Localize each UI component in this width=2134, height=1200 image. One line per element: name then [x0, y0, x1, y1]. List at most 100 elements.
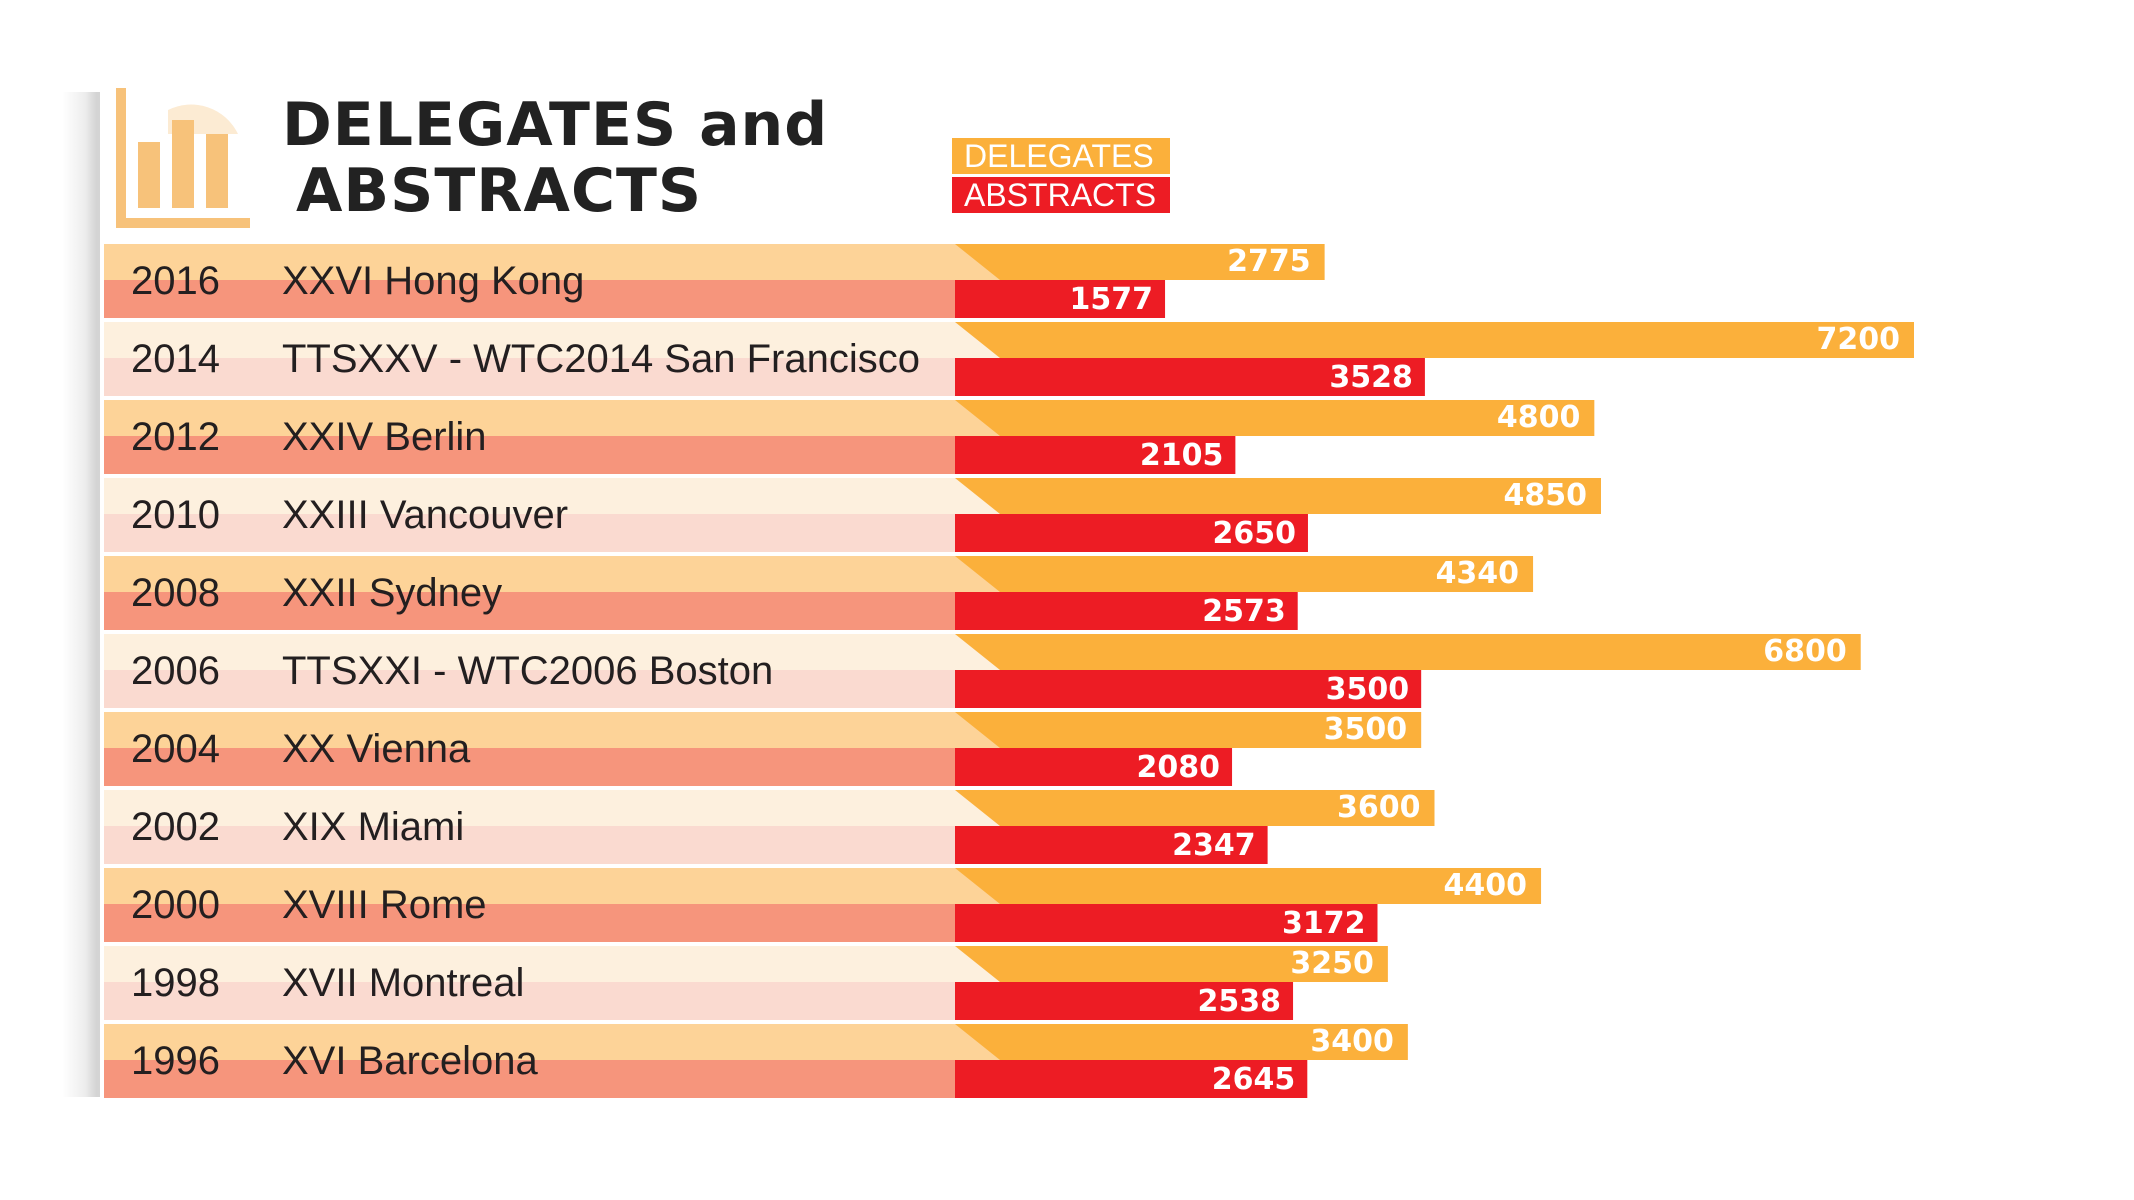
row-event-name: XXII Sydney — [282, 571, 502, 615]
row-year: 2000 — [131, 883, 220, 927]
row-band-notch — [955, 1024, 1000, 1060]
abstracts-value-label: 2645 — [1212, 1062, 1296, 1097]
row-year: 2014 — [131, 337, 220, 381]
delegates-bar — [955, 1024, 1408, 1060]
bar-chart-icon — [116, 88, 250, 228]
row-band-notch — [955, 634, 1000, 670]
row-year: 1998 — [131, 961, 220, 1005]
row-band-notch — [955, 556, 1000, 592]
delegates-value-label: 3600 — [1337, 790, 1421, 825]
delegates-value-label: 2775 — [1227, 244, 1311, 279]
row-year: 2010 — [131, 493, 220, 537]
row-band-bottom — [104, 670, 1000, 708]
delegates-value-label: 4400 — [1444, 868, 1528, 903]
row-band-top — [104, 634, 955, 670]
row-year: 2004 — [131, 727, 220, 771]
row-band-bottom — [104, 358, 1000, 396]
title-and: and — [699, 90, 829, 160]
abstracts-value-label: 2573 — [1202, 594, 1286, 629]
delegates-bar — [955, 790, 1435, 826]
delegates-bar — [955, 244, 1325, 280]
row-event-name: TTSXXV - WTC2014 San Francisco — [282, 337, 920, 381]
abstracts-bar — [955, 514, 1308, 552]
abstracts-value-label: 3528 — [1329, 360, 1413, 395]
row-band-top — [104, 1024, 955, 1060]
title-main: DELEGATES — [282, 90, 678, 160]
delegates-bar — [955, 478, 1601, 514]
row-event-name: XXVI Hong Kong — [282, 259, 584, 303]
row-year: 2002 — [131, 805, 220, 849]
row-band-top — [104, 946, 955, 982]
row-year: 2006 — [131, 649, 220, 693]
row-band-bottom — [104, 982, 1000, 1020]
row-band-top — [104, 478, 955, 514]
delegates-bar — [955, 556, 1534, 592]
row-band-bottom — [104, 280, 1000, 318]
row-band-notch — [955, 868, 1000, 904]
abstracts-value-label: 2347 — [1172, 828, 1256, 863]
delegates-value-label: 4850 — [1503, 478, 1587, 513]
abstracts-bar — [955, 280, 1166, 318]
row-band-bottom — [104, 592, 1000, 630]
row-band-notch — [955, 790, 1000, 826]
row-band-top — [104, 400, 955, 436]
row-event-name: XVI Barcelona — [282, 1039, 538, 1083]
row-year: 2012 — [131, 415, 220, 459]
abstracts-bar — [955, 826, 1268, 864]
row-band-notch — [955, 946, 1000, 982]
row-year: 1996 — [131, 1039, 220, 1083]
row-band-notch — [955, 478, 1000, 514]
abstracts-value-label: 3172 — [1282, 906, 1366, 941]
row-event-name: TTSXXI - WTC2006 Boston — [282, 649, 773, 693]
abstracts-bar — [955, 1060, 1308, 1098]
delegates-bar — [955, 634, 1861, 670]
abstracts-value-label: 2080 — [1137, 750, 1221, 785]
row-band-notch — [955, 244, 1000, 280]
row-band-top — [104, 790, 955, 826]
title-line2: ABSTRACTS — [296, 156, 703, 226]
delegates-bar — [955, 712, 1422, 748]
delegates-value-label: 3500 — [1324, 712, 1408, 747]
abstracts-value-label: 2105 — [1140, 438, 1224, 473]
row-band-top — [104, 868, 955, 904]
delegates-bar — [955, 400, 1595, 436]
row-band-top — [104, 322, 955, 358]
row-band-notch — [955, 400, 1000, 436]
delegates-bar — [955, 322, 1914, 358]
delegates-value-label: 4800 — [1497, 400, 1581, 435]
row-band-bottom — [104, 826, 1000, 864]
row-band-top — [104, 712, 955, 748]
legend-abstracts: ABSTRACTS — [952, 177, 1170, 213]
delegates-value-label: 3250 — [1290, 946, 1374, 981]
row-event-name: XXIV Berlin — [282, 415, 487, 459]
row-band-top — [104, 556, 955, 592]
row-event-name: XVII Montreal — [282, 961, 524, 1005]
delegates-bar — [955, 946, 1388, 982]
page-left-border — [96, 92, 100, 1097]
row-band-top — [104, 244, 955, 280]
row-band-bottom — [104, 436, 1000, 474]
row-band-notch — [955, 322, 1000, 358]
delegates-value-label: 7200 — [1817, 322, 1901, 357]
delegates-bar — [955, 868, 1542, 904]
delegates-value-label: 3400 — [1310, 1024, 1394, 1059]
page-shadow-edge — [62, 92, 100, 1097]
abstracts-value-label: 2650 — [1212, 516, 1296, 551]
abstracts-bar — [955, 904, 1378, 942]
abstracts-bar — [955, 436, 1236, 474]
row-event-name: XIX Miami — [282, 805, 464, 849]
row-band-bottom — [104, 904, 1000, 942]
abstracts-bar — [955, 982, 1294, 1020]
abstracts-value-label: 1577 — [1070, 282, 1154, 317]
row-event-name: XXIII Vancouver — [282, 493, 568, 537]
row-band-notch — [955, 712, 1000, 748]
abstracts-value-label: 2538 — [1198, 984, 1282, 1019]
row-event-name: XX Vienna — [282, 727, 471, 771]
row-event-name: XVIII Rome — [282, 883, 487, 927]
chart-title: DELEGATES and ABSTRACTS — [282, 92, 828, 224]
delegates-value-label: 6800 — [1763, 634, 1847, 669]
row-year: 2016 — [131, 259, 220, 303]
row-year: 2008 — [131, 571, 220, 615]
abstracts-bar — [955, 748, 1233, 786]
